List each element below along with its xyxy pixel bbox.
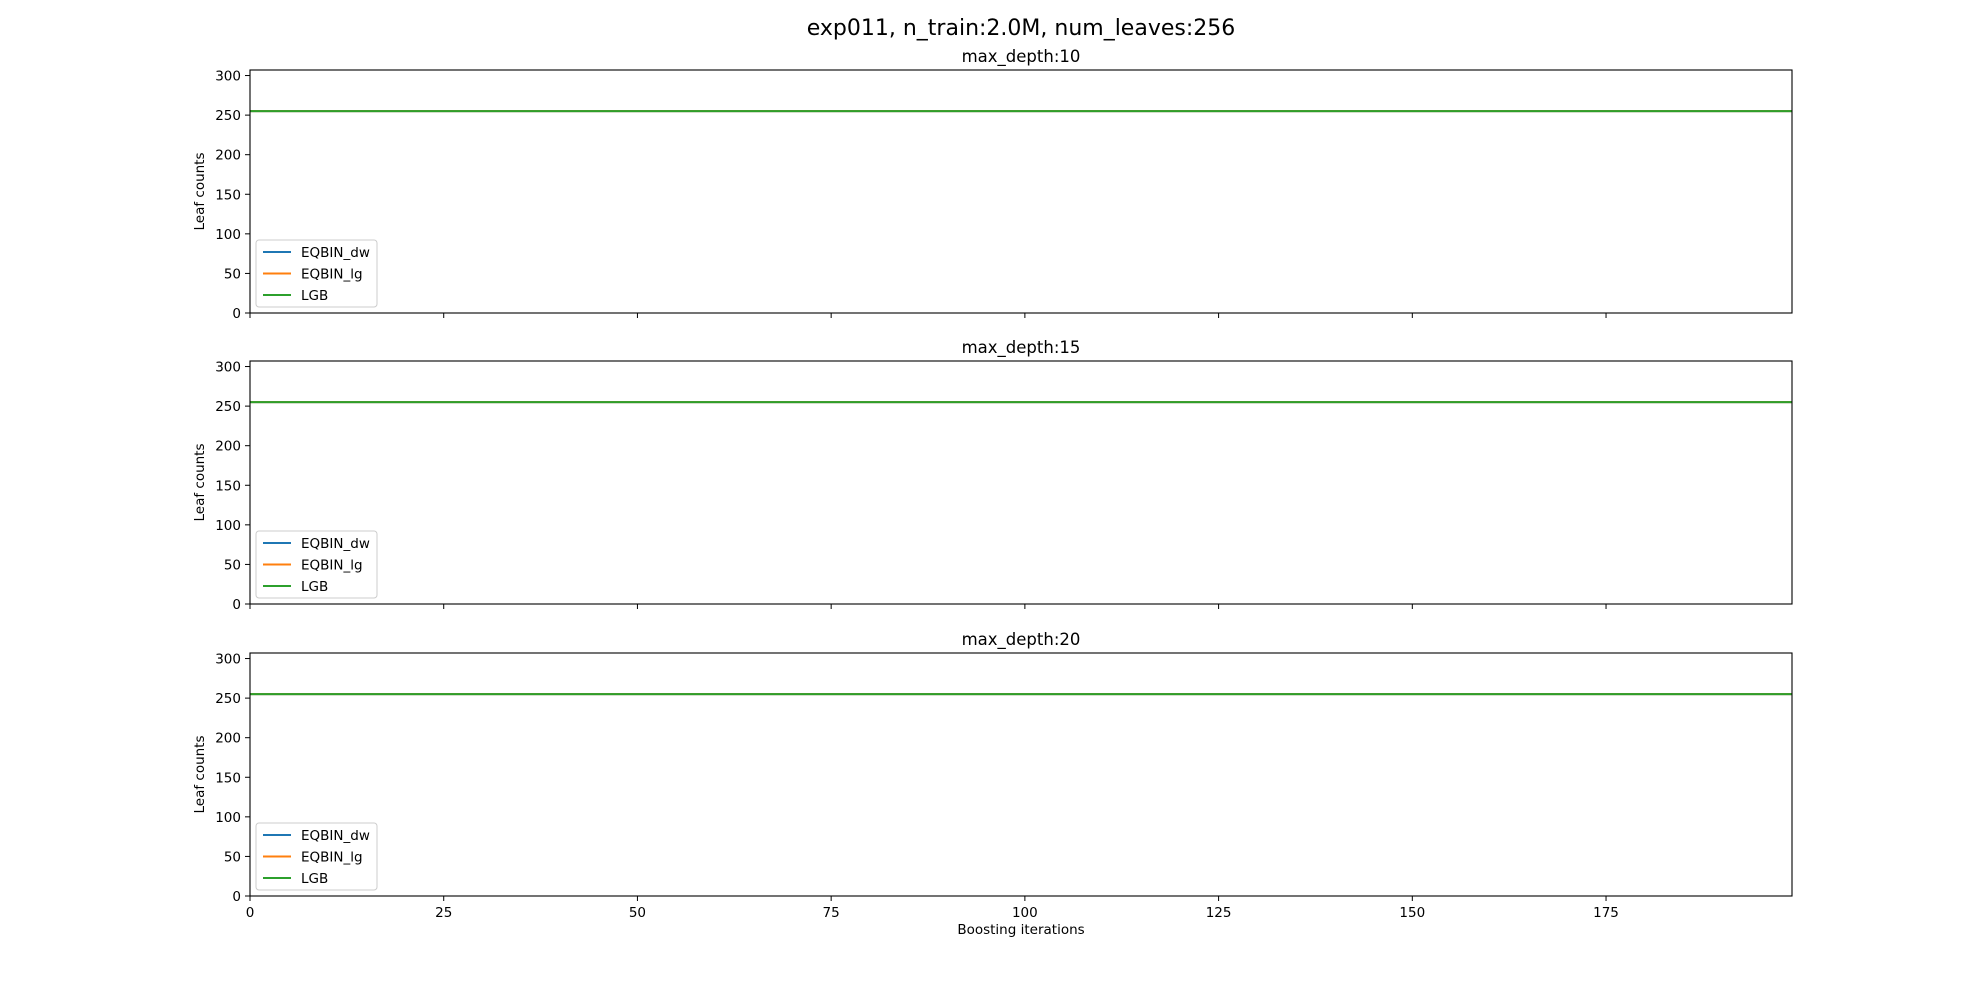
y-tick-label: 150 — [215, 770, 241, 786]
subplot-title: max_depth:15 — [962, 338, 1081, 358]
legend-label: EQBIN_dw — [301, 536, 370, 552]
y-tick-label: 100 — [215, 518, 241, 534]
x-axis-label: Boosting iterations — [957, 922, 1084, 938]
y-tick-label: 100 — [215, 227, 241, 243]
y-axis-label: Leaf counts — [192, 152, 208, 230]
legend: EQBIN_dw EQBIN_lg LGB — [255, 239, 378, 308]
y-tick-label: 50 — [224, 266, 241, 282]
x-tick-label: 150 — [1399, 905, 1425, 921]
legend: EQBIN_dw EQBIN_lg LGB — [255, 822, 378, 891]
y-tick-label: 50 — [224, 557, 241, 573]
y-axis-label: Leaf counts — [192, 735, 208, 813]
x-tick-label: 175 — [1593, 905, 1619, 921]
legend-box — [255, 239, 378, 308]
legend-box — [255, 530, 378, 599]
subplot-title: max_depth:10 — [962, 47, 1081, 67]
x-tick-label: 0 — [246, 905, 255, 921]
legend-box — [255, 822, 378, 891]
legend-label: EQBIN_dw — [301, 828, 370, 844]
y-tick-label: 250 — [215, 108, 241, 124]
y-tick-label: 150 — [215, 187, 241, 203]
legend-label: LGB — [301, 871, 328, 887]
y-tick-label: 200 — [215, 148, 241, 164]
x-tick-label: 25 — [435, 905, 452, 921]
y-axis-label: Leaf counts — [192, 443, 208, 521]
x-tick-label: 50 — [629, 905, 646, 921]
y-tick-label: 300 — [215, 69, 241, 85]
subplot-3: max_depth:20 0 50 100 150 200 250 300 0 25 50 75 100… — [192, 630, 1793, 938]
subplot-2: max_depth:15 0 50 100 150 200 250 300 Leaf count… — [192, 338, 1793, 613]
subplot-1: max_depth:10 0 50 100 150 200 250 300 Leaf count… — [192, 47, 1793, 322]
legend-label: EQBIN_lg — [301, 850, 363, 866]
y-tick-label: 250 — [215, 691, 241, 707]
x-tick-label: 125 — [1206, 905, 1232, 921]
y-tick-label: 100 — [215, 810, 241, 826]
legend-label: EQBIN_lg — [301, 267, 363, 283]
y-tick-label: 50 — [224, 849, 241, 865]
y-tick-label: 200 — [215, 439, 241, 455]
y-tick-label: 150 — [215, 478, 241, 494]
y-tick-label: 300 — [215, 652, 241, 668]
legend: EQBIN_dw EQBIN_lg LGB — [255, 530, 378, 599]
y-tick-label: 0 — [232, 597, 241, 613]
y-tick-label: 300 — [215, 360, 241, 376]
plot-frame — [249, 360, 1793, 605]
y-tick-label: 200 — [215, 731, 241, 747]
x-tick-label: 75 — [823, 905, 840, 921]
x-tick-label: 100 — [1012, 905, 1038, 921]
subplot-title: max_depth:20 — [962, 630, 1081, 650]
figure-title: exp011, n_train:2.0M, num_leaves:256 — [807, 16, 1236, 41]
y-tick-label: 250 — [215, 399, 241, 415]
legend-label: EQBIN_lg — [301, 558, 363, 574]
plot-frame — [249, 652, 1793, 897]
y-tick-label: 0 — [232, 306, 241, 322]
plot-frame — [249, 69, 1793, 314]
legend-label: EQBIN_dw — [301, 245, 370, 261]
y-tick-label: 0 — [232, 889, 241, 905]
legend-label: LGB — [301, 579, 328, 595]
legend-label: LGB — [301, 288, 328, 304]
